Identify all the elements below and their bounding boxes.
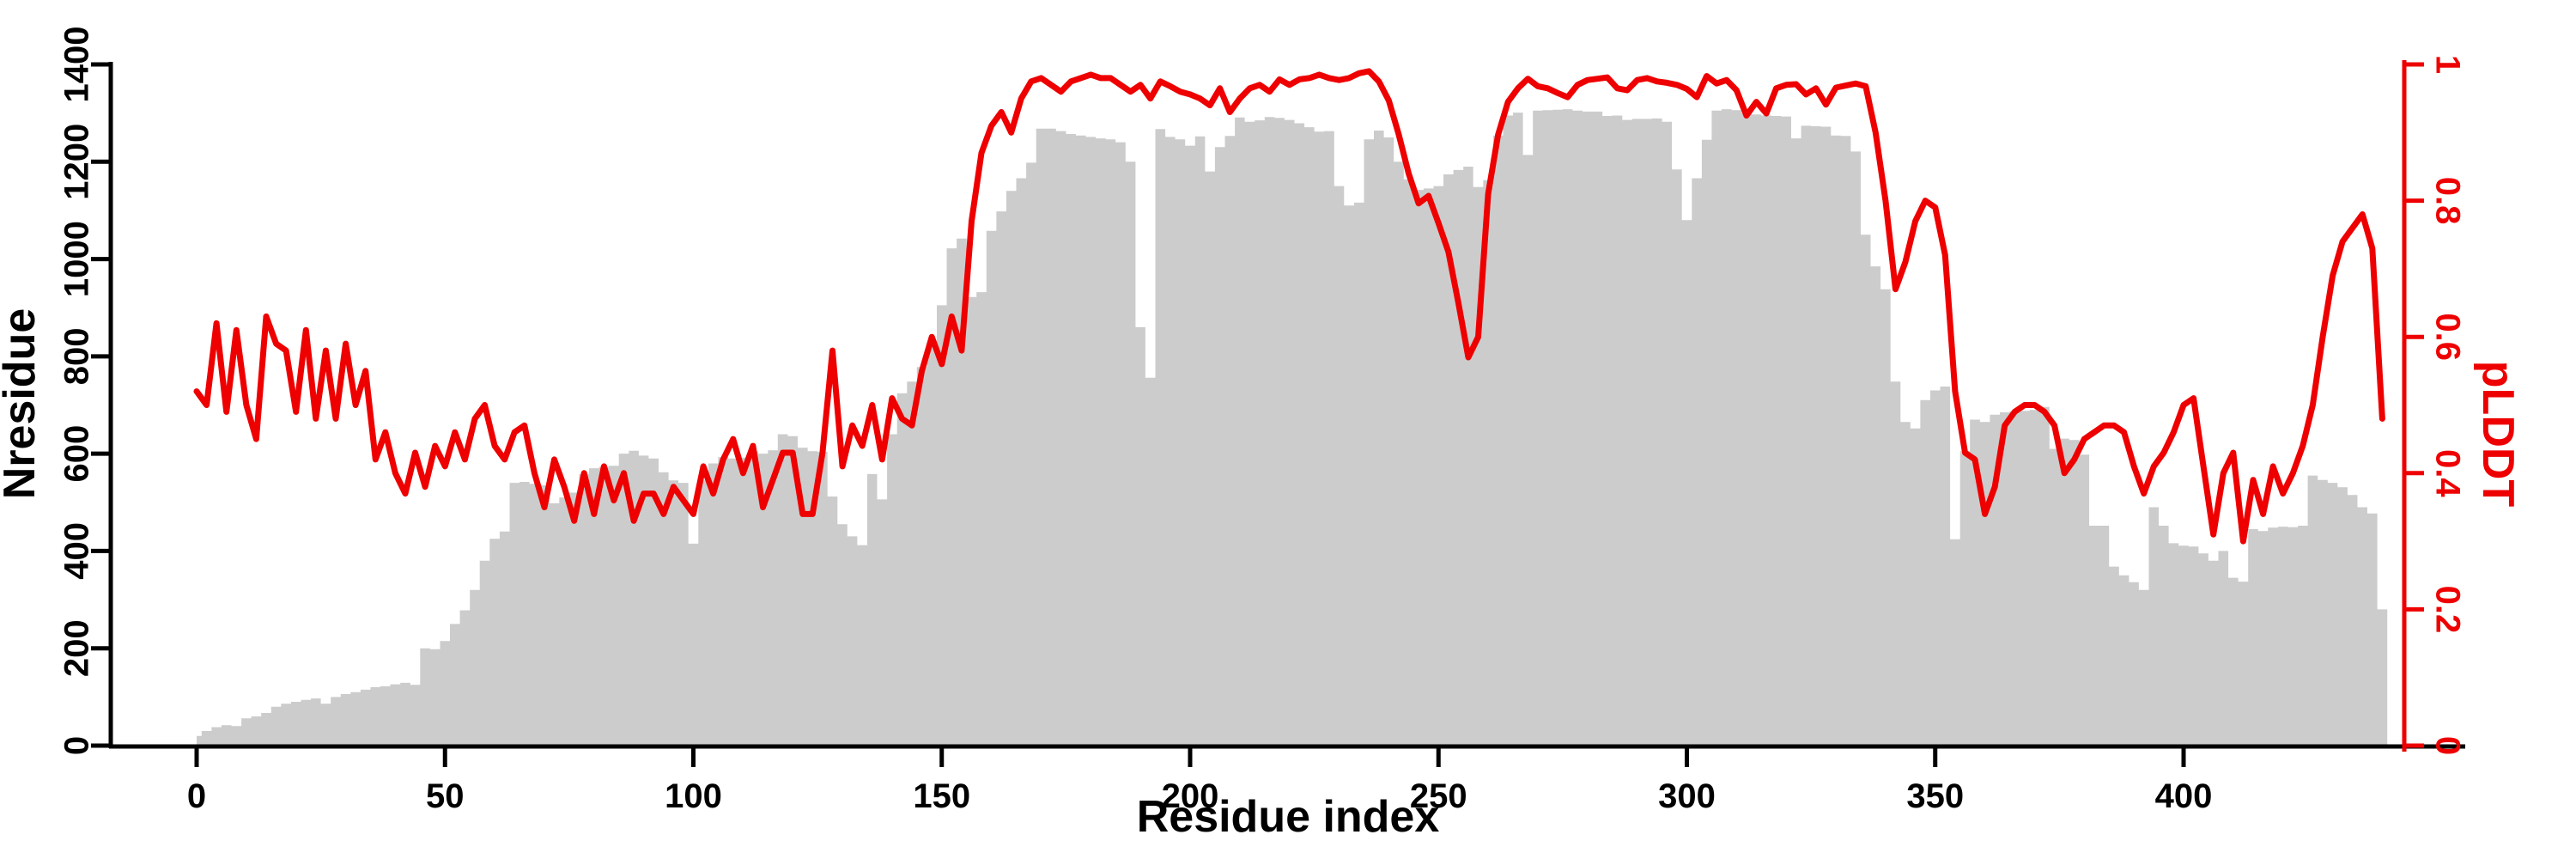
x-axis-tick-label: 0 [187, 777, 206, 815]
x-axis-tick-label: 250 [1410, 777, 1467, 815]
left-axis-tick-label: 1400 [58, 27, 96, 103]
left-axis-tick-label: 400 [58, 522, 96, 580]
right-axis-tick-label: 0.4 [2428, 449, 2466, 497]
nresidue-bars-series [197, 109, 2388, 746]
left-axis-tick-label: 1200 [58, 124, 96, 200]
left-axis-tick-label: 1000 [58, 221, 96, 297]
plddt-polyline [193, 68, 2385, 545]
x-axis-tick-label: 200 [1162, 777, 1219, 815]
x-axis-tick-label: 100 [665, 777, 722, 815]
x-axis-tick-label: 150 [913, 777, 970, 815]
nresidue-bar-silhouette [197, 109, 2388, 746]
right-axis-tick-label: 0.8 [2428, 177, 2466, 225]
left-axis-tick-label: 600 [58, 425, 96, 483]
left-axis-tick-label: 800 [58, 328, 96, 386]
x-axis-title: Residue index [1137, 792, 1440, 842]
right-axis-tick-label: 1 [2428, 55, 2466, 74]
right-axis-title: pLDDT [2473, 361, 2523, 508]
x-axis-tick-label: 50 [426, 777, 465, 815]
right-axis-tick-label: 0.6 [2428, 313, 2466, 361]
plddt-line-series [193, 68, 2385, 545]
x-axis-tick-label: 400 [2155, 777, 2213, 815]
left-axis-tick-label: 200 [58, 619, 96, 677]
x-axis-tick-label: 350 [1906, 777, 1964, 815]
x-axis-tick-label: 300 [1658, 777, 1716, 815]
left-axis-tick-label: 0 [58, 736, 96, 755]
right-axis-tick-label: 0.2 [2428, 586, 2466, 634]
right-axis-tick-label: 0 [2428, 736, 2466, 755]
left-axis-title: Nresidue [0, 308, 45, 500]
